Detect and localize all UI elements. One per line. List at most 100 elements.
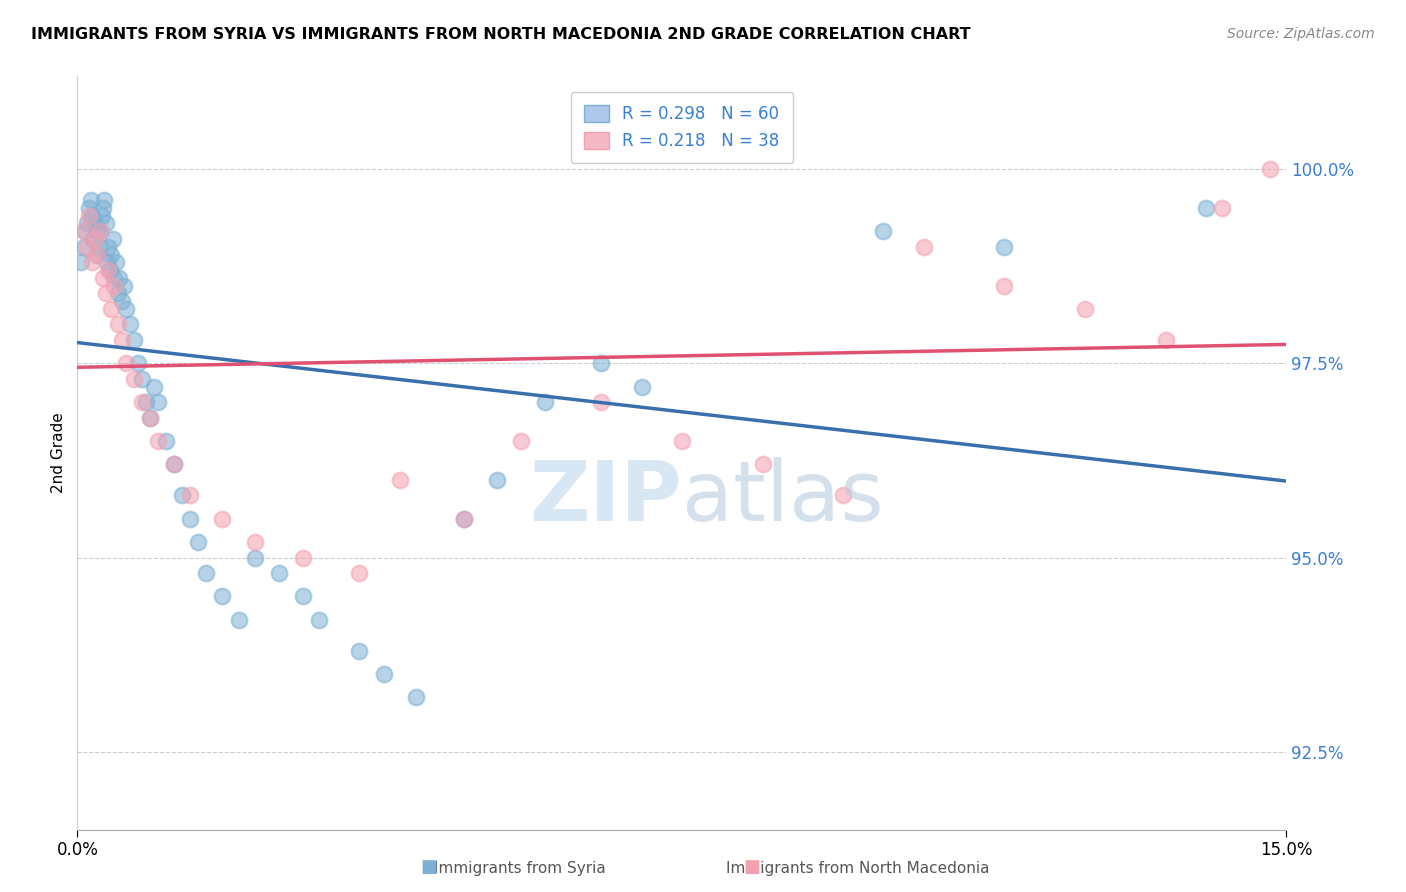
Point [1154,333,1177,347]
Legend: R = 0.298   N = 60, R = 0.218   N = 38: R = 0.298 N = 60, R = 0.218 N = 38 [571,92,793,163]
Point [211,590,233,604]
Point [100,247,122,261]
Point [211,512,233,526]
Point [80,255,103,269]
Point [534,395,557,409]
Point [163,458,186,472]
Point [84,217,107,231]
Text: Immigrants from North Macedonia: Immigrants from North Macedonia [725,861,990,876]
Point [91,270,114,285]
Point [172,488,194,502]
Point [509,434,531,448]
Point [93,193,115,207]
Point [630,379,652,393]
Point [243,535,266,549]
Point [591,356,613,370]
Point [86,247,108,261]
Point [1074,301,1097,316]
Point [122,372,145,386]
Point [108,270,131,285]
Point [142,379,165,393]
Point [112,278,135,293]
Point [131,395,153,409]
Text: ■: ■ [744,858,761,876]
Point [146,434,169,448]
Point [73,224,96,238]
Point [1195,201,1218,215]
Point [179,512,201,526]
Point [84,232,107,246]
Point [485,473,508,487]
Point [89,224,111,238]
Point [405,690,427,705]
Point [993,240,1015,254]
Point [107,286,129,301]
Point [453,512,475,526]
Point [832,488,855,502]
Point [103,270,125,285]
Point [76,217,98,231]
Point [179,488,201,502]
Y-axis label: 2nd Grade: 2nd Grade [51,412,66,493]
Point [1211,201,1233,215]
Text: Immigrants from Syria: Immigrants from Syria [434,861,606,876]
Point [308,613,330,627]
Point [98,263,121,277]
Text: atlas: atlas [682,458,883,539]
Point [122,333,145,347]
Point [90,209,112,223]
Point [100,301,122,316]
Text: Source: ZipAtlas.com: Source: ZipAtlas.com [1227,27,1375,41]
Point [872,224,894,238]
Point [751,458,773,472]
Point [97,263,120,277]
Point [243,550,266,565]
Point [103,278,125,293]
Point [671,434,693,448]
Point [80,209,103,223]
Point [155,434,177,448]
Point [118,318,141,332]
Point [1260,162,1282,177]
Point [111,333,134,347]
Point [91,201,114,215]
Point [373,667,395,681]
Point [591,395,613,409]
Point [86,247,108,261]
Point [163,458,186,472]
Point [267,566,290,581]
Point [453,512,475,526]
Point [292,550,315,565]
Point [105,255,128,269]
Point [96,255,118,269]
Point [97,240,120,254]
Text: ■: ■ [420,858,437,876]
Point [139,410,162,425]
Point [79,201,101,215]
Point [76,240,98,254]
Point [70,255,93,269]
Point [187,535,209,549]
Point [349,644,371,658]
Point [94,217,117,231]
Point [87,240,110,254]
Point [80,193,103,207]
Point [292,590,315,604]
Point [195,566,218,581]
Point [82,232,104,246]
Point [114,356,136,370]
Point [101,232,124,246]
Point [79,209,101,223]
Point [94,286,117,301]
Point [89,224,111,238]
Text: IMMIGRANTS FROM SYRIA VS IMMIGRANTS FROM NORTH MACEDONIA 2ND GRADE CORRELATION C: IMMIGRANTS FROM SYRIA VS IMMIGRANTS FROM… [31,27,970,42]
Point [75,224,97,238]
Point [111,294,134,309]
Point [912,240,935,254]
Point [388,473,411,487]
Point [114,301,136,316]
Point [139,410,162,425]
Point [228,613,250,627]
Text: ZIP: ZIP [530,458,682,539]
Point [73,240,96,254]
